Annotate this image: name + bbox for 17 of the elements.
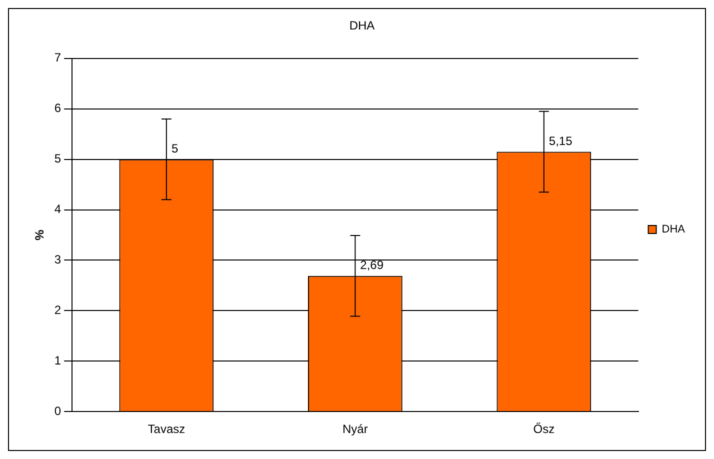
- y-tick-label: 4: [54, 202, 62, 216]
- x-tick-label: Tavasz: [148, 422, 186, 436]
- y-axis-title: %: [32, 229, 47, 240]
- y-tick-label: 0: [54, 404, 62, 418]
- x-tick-label: Ősz: [533, 422, 555, 436]
- y-tick-label: 1: [54, 353, 62, 368]
- data-label: 2,69: [360, 258, 384, 272]
- data-label: 5: [171, 142, 178, 156]
- y-tick-label: 3: [54, 252, 62, 267]
- data-label: 5,15: [548, 134, 573, 148]
- chart-title: DHA: [349, 18, 375, 33]
- y-tick-label: 5: [54, 152, 62, 166]
- legend-label: DHA: [662, 224, 686, 236]
- y-tick-label: 6: [54, 101, 62, 116]
- y-tick-label: 2: [54, 303, 62, 317]
- x-tick-label: Nyár: [342, 422, 368, 436]
- y-tick-label: 7: [54, 50, 62, 65]
